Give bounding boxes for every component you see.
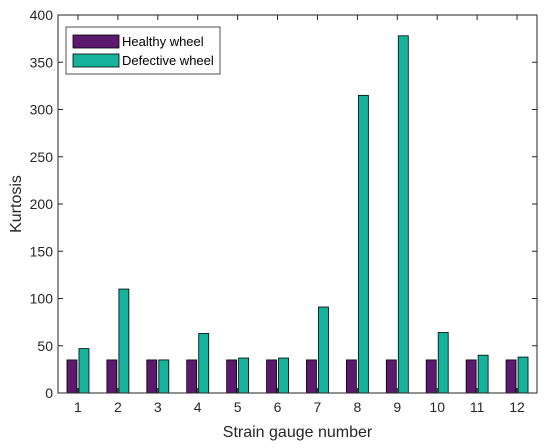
y-tick-label-150: 150 — [30, 243, 54, 259]
legend-label-healthy: Healthy wheel — [122, 34, 204, 49]
legend-swatch-defective — [72, 53, 120, 68]
bar-healthy-8 — [345, 359, 357, 394]
x-tick-label-1: 1 — [74, 399, 82, 415]
bar-defective-1 — [78, 348, 90, 394]
x-tick-label-9: 9 — [393, 399, 401, 415]
x-axis-label: Strain gauge number — [223, 424, 373, 441]
bar-defective-12 — [517, 356, 529, 394]
plot-area — [58, 15, 537, 393]
bar-healthy-6 — [266, 359, 277, 394]
bar-defective-3 — [158, 359, 170, 394]
x-tick-label-12: 12 — [509, 399, 525, 415]
bar-healthy-1 — [66, 359, 78, 394]
bar-healthy-5 — [226, 359, 238, 394]
x-tick-label-6: 6 — [274, 399, 282, 415]
bar-defective-6 — [278, 357, 289, 394]
bar-defective-5 — [238, 357, 250, 394]
bar-defective-4 — [198, 333, 210, 394]
y-axis-label: Kurtosis — [8, 175, 25, 233]
y-tick-label-0: 0 — [45, 385, 53, 401]
y-tick-label-100: 100 — [30, 291, 54, 307]
bar-defective-8 — [357, 94, 369, 394]
y-tick-label-50: 50 — [37, 338, 53, 354]
y-tick-label-300: 300 — [30, 102, 54, 118]
legend-label-defective: Defective wheel — [122, 53, 214, 68]
bar-healthy-11 — [465, 359, 477, 394]
bar-healthy-4 — [186, 359, 198, 394]
x-tick-label-5: 5 — [234, 399, 242, 415]
x-tick-label-8: 8 — [353, 399, 361, 415]
bar-healthy-9 — [385, 359, 397, 394]
bar-defective-10 — [437, 332, 449, 394]
x-tick-label-11: 11 — [470, 399, 485, 415]
bar-defective-2 — [118, 288, 130, 394]
bar-defective-11 — [477, 354, 489, 394]
x-tick-label-3: 3 — [154, 399, 162, 415]
x-tick-label-7: 7 — [314, 399, 322, 415]
bar-defective-7 — [318, 306, 329, 394]
bar-healthy-7 — [306, 359, 317, 394]
bar-healthy-3 — [146, 359, 158, 394]
x-tick-label-10: 10 — [429, 399, 445, 415]
x-tick-label-4: 4 — [194, 399, 202, 415]
x-tick-label-2: 2 — [114, 399, 122, 415]
y-tick-label-250: 250 — [30, 149, 54, 165]
bar-defective-9 — [397, 35, 409, 394]
y-tick-label-200: 200 — [30, 196, 54, 212]
bar-healthy-10 — [425, 359, 437, 394]
bar-healthy-2 — [106, 359, 118, 394]
y-tick-label-350: 350 — [30, 54, 54, 70]
bar-healthy-12 — [505, 359, 517, 394]
legend-swatch-healthy — [72, 34, 120, 49]
legend: Healthy wheel Defective wheel — [65, 26, 221, 75]
y-tick-label-400: 400 — [30, 7, 54, 23]
